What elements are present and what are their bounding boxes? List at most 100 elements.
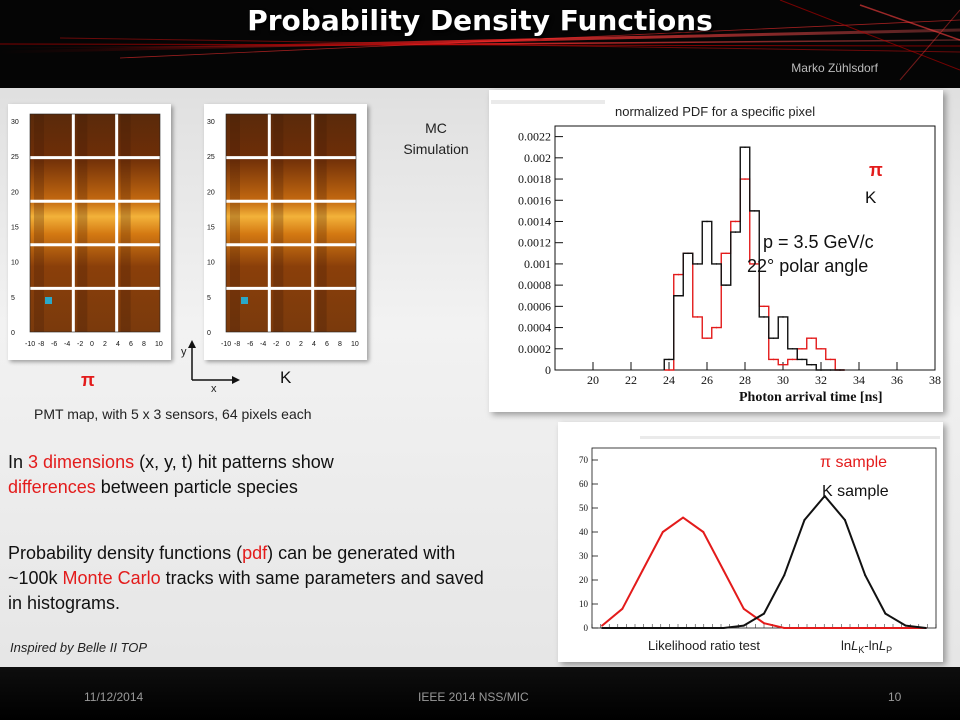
lr-point-pi	[803, 627, 806, 629]
lr-point-k	[641, 627, 644, 629]
pmt-k-y-tick: 0	[207, 330, 211, 337]
header-streaks-decoration	[0, 0, 960, 81]
pmt-k-x-tick: 8	[338, 341, 342, 348]
lr-y-tick-label: 60	[579, 479, 589, 489]
pdf-x-tick-label: 28	[739, 373, 751, 387]
mc-line2: Simulation	[403, 141, 469, 157]
pdf-x-tick-label: 30	[777, 373, 789, 387]
footer-page-number: 10	[888, 690, 902, 704]
lr-point-pi	[843, 627, 846, 629]
pdf-point-k	[801, 358, 803, 361]
lr-point-pi	[601, 624, 604, 627]
pmt-map-pi-plot: 30 25 20 15 10 5 0 -10 -8 -6 -4 -2 0 2 4 6 8 10	[11, 113, 163, 348]
pmt-pi-x-tick: -10	[25, 341, 35, 348]
axis-y-label: y	[181, 346, 187, 358]
pdf-point-k	[715, 263, 718, 265]
pdf-chart-title: normalized PDF for a specific pixel	[615, 104, 815, 119]
pdf-legend-k: K	[865, 188, 877, 207]
lr-point-k	[702, 627, 705, 629]
p1-highlight-differences: differences	[8, 477, 96, 497]
lr-point-k	[864, 574, 867, 577]
pdf-point-k	[696, 263, 699, 265]
pdf-y-tick-label: 0.0022	[518, 130, 551, 144]
pdf-point-pi	[810, 337, 813, 339]
footer-bar: 11/12/2014 IEEE 2014 NSS/MIC 10	[0, 667, 960, 720]
pdf-point-k	[829, 369, 832, 371]
lr-formula-subP: P	[886, 645, 892, 655]
pdf-point-pi	[791, 358, 794, 361]
pmt-k-x-tick: 0	[286, 341, 290, 348]
p1-text-a: In	[8, 452, 29, 472]
p1-text-e: between particle species	[95, 477, 298, 497]
lr-formula-L2: L	[879, 638, 886, 653]
lr-point-pi	[864, 627, 867, 629]
lr-y-tick-label: 20	[579, 575, 589, 585]
pmt-k-y-tick: 20	[207, 189, 215, 196]
pdf-series-k	[663, 146, 845, 371]
pdf-chart-panel: normalized PDF for a specific pixel 0 0.0…	[489, 90, 943, 412]
pdf-point-pi	[715, 326, 718, 329]
footer-date: 11/12/2014	[84, 690, 144, 704]
lr-point-k	[884, 612, 887, 615]
lr-point-pi	[661, 531, 664, 533]
pdf-x-tick-label: 32	[815, 373, 827, 387]
pmt-pi-x-tick: 6	[129, 341, 133, 348]
pmt-map-k-plot: 30 25 20 15 10 5 0 -10 -8 -6 -4 -2 0 2 4 6 8 10	[207, 113, 359, 348]
lr-series-k	[602, 495, 926, 629]
pdf-point-k	[791, 347, 794, 350]
pmt-k-x-tick: -8	[234, 341, 240, 348]
pdf-point-k	[839, 369, 841, 371]
pdf-x-tick-label: 36	[891, 373, 903, 387]
pdf-point-pi	[706, 337, 708, 339]
pdf-chart: normalized PDF for a specific pixel 0 0.0…	[491, 100, 941, 405]
lr-point-pi	[722, 569, 725, 572]
pmt-k-selected-pixel	[241, 297, 248, 304]
lr-point-k	[843, 519, 846, 521]
lr-point-pi	[884, 627, 887, 629]
pdf-annotation-angle: 22° polar angle	[747, 256, 868, 276]
pdf-x-tick-label: 26	[701, 373, 713, 387]
pdf-y-tick-label: 0.0008	[518, 278, 551, 292]
pmt-k-x-tick: -4	[260, 341, 266, 348]
lr-point-k	[924, 627, 927, 629]
lr-legend-k: K sample	[822, 483, 889, 500]
lr-point-pi	[641, 569, 644, 572]
lr-point-pi	[621, 607, 624, 610]
lr-point-k	[904, 624, 907, 627]
pmt-pi-x-tick: -6	[51, 341, 57, 348]
p2-highlight-pdf: pdf	[242, 543, 268, 563]
p2-text-a: Probability density functions (	[8, 543, 243, 563]
pmt-k-x-tick: -2	[273, 341, 279, 348]
pmt-pi-x-tick: -2	[77, 341, 83, 348]
pdf-x-tick-label: 34	[853, 373, 865, 387]
lr-point-pi	[742, 607, 745, 610]
pdf-point-pi	[677, 273, 680, 276]
lr-plot-frame	[591, 447, 937, 629]
lr-point-k	[783, 574, 786, 577]
pmt-pi-y-tick: 30	[11, 119, 19, 126]
pdf-x-tick-label: 24	[663, 373, 675, 387]
pdf-point-pi	[772, 358, 775, 361]
pmt-k-x-tick: 6	[325, 341, 329, 348]
pmt-label-k: K	[280, 368, 292, 387]
lr-point-pi	[783, 627, 786, 629]
pdf-legend-pi: π	[869, 160, 883, 180]
lr-point-k	[601, 627, 604, 629]
pdf-y-tick-label: 0.0014	[518, 214, 551, 228]
header-bar: Probability Density Functions Marko Zühl…	[0, 0, 960, 88]
p1-text-c: (x, y, t) hit patterns show	[134, 452, 334, 472]
pdf-point-k	[744, 146, 746, 149]
lr-point-pi	[823, 627, 826, 629]
pmt-pi-x-tick: 4	[116, 341, 120, 348]
pmt-pi-y-tick: 10	[11, 260, 19, 267]
lr-point-pi	[702, 531, 705, 533]
pmt-pi-x-tick: 8	[142, 341, 146, 348]
pdf-x-axis-label: Photon arrival time [ns]	[739, 390, 882, 405]
mc-simulation-label: MC Simulation	[394, 118, 478, 160]
pmt-pi-x-tick: 2	[103, 341, 107, 348]
pdf-point-k	[782, 316, 784, 318]
pdf-point-k	[668, 358, 670, 361]
pdf-point-pi	[763, 305, 765, 308]
pmt-k-y-tick: 5	[207, 295, 211, 302]
lr-y-tick-label: 10	[579, 599, 589, 609]
